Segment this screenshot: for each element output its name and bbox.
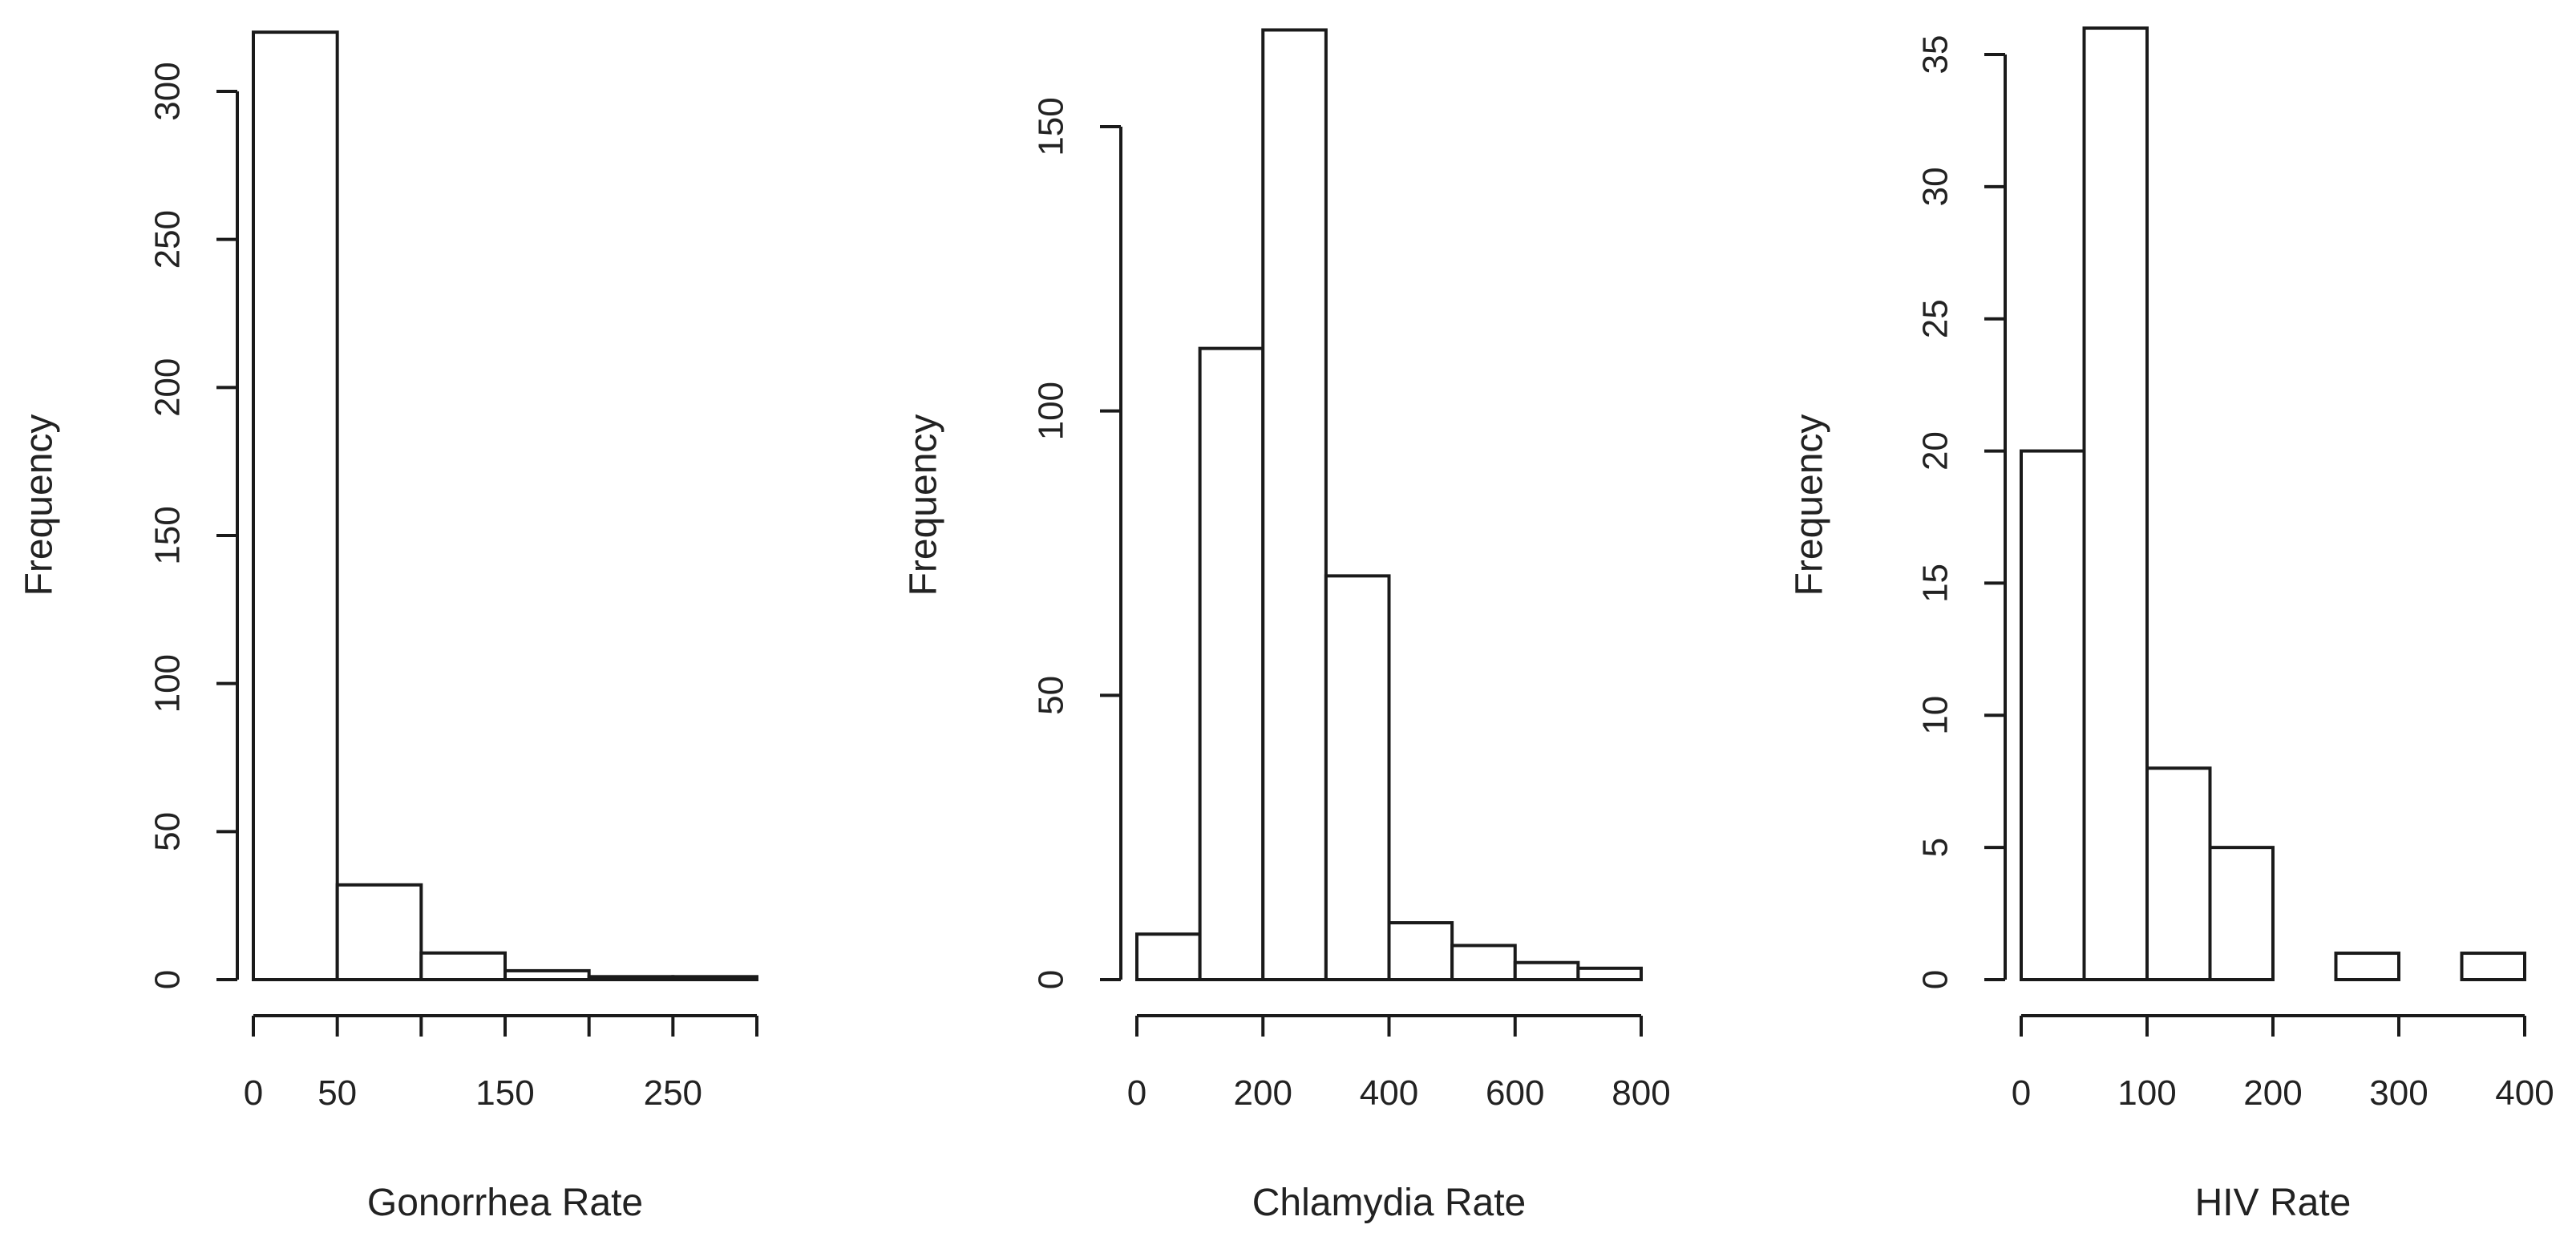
y-tick-label: 300 xyxy=(148,62,188,120)
y-tick-label: 35 xyxy=(1916,35,1955,75)
x-tick-label: 100 xyxy=(2117,1073,2176,1113)
y-axis-label: Frequency xyxy=(1789,414,1831,596)
y-tick-label: 10 xyxy=(1916,696,1955,735)
x-axis-label: HIV Rate xyxy=(2195,1182,2352,1224)
y-tick-label: 50 xyxy=(148,812,188,851)
x-tick-label: 600 xyxy=(1486,1073,1544,1113)
y-tick-label: 150 xyxy=(148,506,188,564)
x-tick-label: 200 xyxy=(1234,1073,1292,1113)
histogram-bar xyxy=(1135,932,1202,981)
x-tick-label: 150 xyxy=(475,1073,534,1113)
x-tick-label: 400 xyxy=(2495,1073,2554,1113)
histogram-bar xyxy=(671,975,758,981)
x-axis-label: Chlamydia Rate xyxy=(1252,1182,1526,1224)
x-tick-label: 0 xyxy=(244,1073,263,1113)
x-axis-label: Gonorrhea Rate xyxy=(367,1182,643,1224)
histogram-bar xyxy=(503,968,591,982)
x-tick-label: 50 xyxy=(317,1073,357,1113)
histogram-bar xyxy=(1324,574,1391,982)
histogram-bar xyxy=(335,883,423,982)
y-tick-label: 250 xyxy=(148,210,188,269)
histogram-bar xyxy=(2334,952,2400,981)
histogram-bar xyxy=(2145,766,2212,981)
y-tick-label: 20 xyxy=(1916,431,1955,471)
y-tick-label: 15 xyxy=(1916,564,1955,603)
histogram-bar xyxy=(587,975,675,981)
y-tick-label: 0 xyxy=(1916,970,1955,989)
y-tick-label: 200 xyxy=(148,358,188,417)
x-tick-label: 800 xyxy=(1612,1073,1670,1113)
x-tick-label: 0 xyxy=(1127,1073,1146,1113)
y-tick-label: 25 xyxy=(1916,299,1955,338)
y-axis-label: Frequency xyxy=(903,414,945,596)
y-tick-label: 0 xyxy=(1032,970,1071,989)
histogram-bar xyxy=(2208,846,2275,981)
histogram-bar xyxy=(2020,449,2086,981)
histogram-bar xyxy=(2460,952,2526,981)
x-tick-label: 250 xyxy=(644,1073,702,1113)
histogram-bar xyxy=(1387,921,1454,981)
y-axis-label: Frequency xyxy=(18,414,61,596)
histogram-bar xyxy=(252,30,339,982)
gonorrhea-histogram: 0 50 100 150 200 250 300 0 50 150 250 Gonorrhea Rat… xyxy=(18,30,758,1224)
chlamydia-histogram: 0 50 100 150 0 200 400 600 800 Chlamydia Rate Freq… xyxy=(903,28,1671,1224)
histogram-bar xyxy=(1576,966,1643,982)
y-tick-label: 150 xyxy=(1032,97,1071,156)
histogram-bar xyxy=(1261,28,1328,982)
x-tick-label: 300 xyxy=(2369,1073,2428,1113)
y-tick-label: 0 xyxy=(148,970,188,989)
x-tick-label: 400 xyxy=(1360,1073,1418,1113)
histogram-bar xyxy=(1450,944,1517,981)
y-tick-label: 100 xyxy=(148,654,188,713)
hiv-histogram: 0 5 10 15 20 25 30 35 0 100 200 300 400 HIV Rate Frequ… xyxy=(1789,26,2554,1224)
histogram-bar xyxy=(1198,346,1265,981)
y-tick-label: 100 xyxy=(1032,382,1071,440)
histogram-bar xyxy=(2082,26,2149,982)
histogram-bar xyxy=(419,951,507,982)
y-tick-label: 30 xyxy=(1916,167,1955,206)
y-tick-label: 50 xyxy=(1032,676,1071,715)
x-tick-label: 200 xyxy=(2243,1073,2302,1113)
y-tick-label: 5 xyxy=(1916,838,1955,857)
x-tick-label: 0 xyxy=(2012,1073,2031,1113)
histogram-bar xyxy=(1513,960,1580,981)
